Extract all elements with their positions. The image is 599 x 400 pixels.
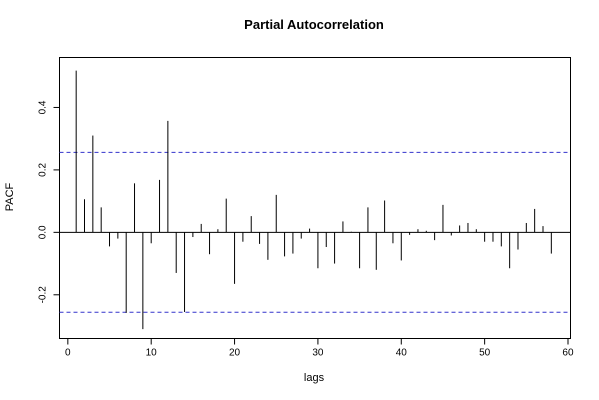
x-tick-label: 10 <box>146 348 158 359</box>
x-tick-label: 30 <box>312 348 324 359</box>
y-tick-label: 0.0 <box>38 225 49 239</box>
y-tick-label: -0.2 <box>38 286 49 304</box>
x-tick-label: 50 <box>479 348 491 359</box>
chart-title: Partial Autocorrelation <box>244 17 384 32</box>
x-tick-label: 40 <box>396 348 408 359</box>
y-tick-label: 0.4 <box>38 100 49 114</box>
y-axis: -0.2 0.0 0.2 0.4 <box>38 100 60 303</box>
x-tick-label: 60 <box>562 348 574 359</box>
x-axis: 0 10 20 30 40 50 60 <box>65 338 574 359</box>
x-tick-label: 0 <box>65 348 71 359</box>
x-tick-label: 20 <box>229 348 241 359</box>
pacf-bars <box>75 70 552 330</box>
plot-frame <box>59 57 571 339</box>
x-axis-label: lags <box>304 372 325 384</box>
y-tick-label: 0.2 <box>38 163 49 177</box>
y-axis-label: PACF <box>4 182 16 211</box>
